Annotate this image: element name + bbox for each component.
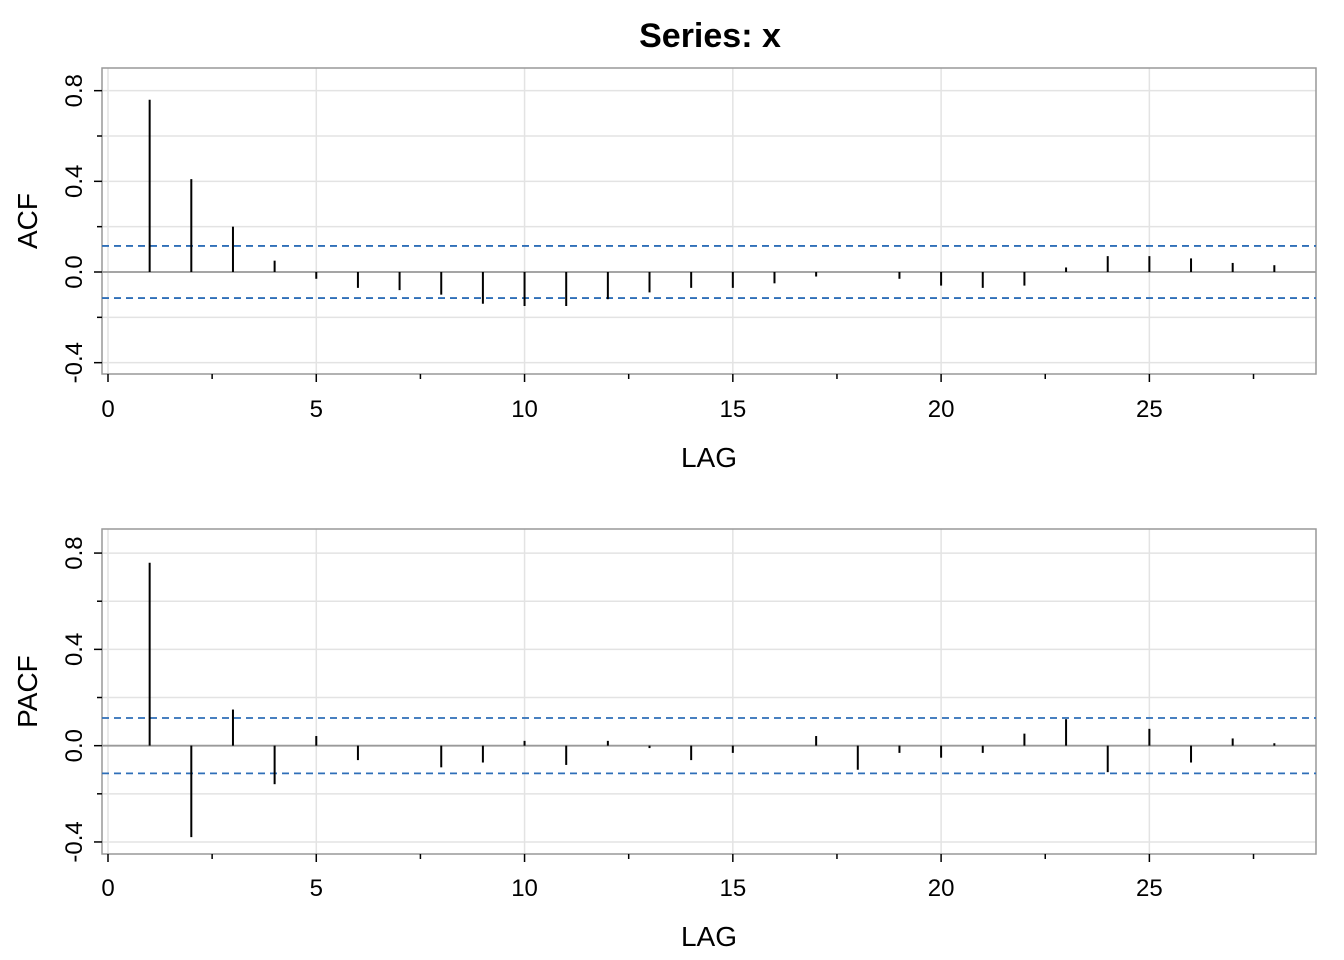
pacf-y-tick-label: 0.0 — [61, 729, 88, 762]
acf-x-tick-label: 15 — [719, 396, 746, 423]
pacf-y-tick-label: 0.4 — [61, 633, 88, 666]
acf-x-axis-label: LAG — [681, 442, 737, 473]
acf-y-axis-label: ACF — [12, 193, 43, 249]
acf-x-tick-label: 20 — [928, 396, 955, 423]
pacf-y-axis-label: PACF — [12, 655, 43, 728]
pacf-x-axis-label: LAG — [681, 921, 737, 952]
pacf-y-tick-label: -0.4 — [61, 821, 88, 862]
pacf-y-tick-label: 0.8 — [61, 536, 88, 569]
acf-y-tick-label: 0.8 — [61, 74, 88, 107]
acf-x-tick-label: 5 — [310, 396, 323, 423]
acf-y-tick-label: 0.0 — [61, 255, 88, 288]
pacf-x-tick-label: 0 — [101, 875, 114, 902]
pacf-x-tick-label: 25 — [1136, 875, 1163, 902]
pacf-panel: 0 5 10 15 20 25 -0.4 0.0 0.4 0.8 LAG PACF — [12, 528, 1317, 952]
acf-panel: 0 5 10 15 20 25 -0.4 0.0 0.4 0.8 LAG ACF — [12, 67, 1317, 473]
acf-x-tick-label: 25 — [1136, 396, 1163, 423]
pacf-x-tick-label: 10 — [511, 875, 538, 902]
pacf-x-tick-label: 5 — [310, 875, 323, 902]
acf-x-tick-label: 0 — [101, 396, 114, 423]
pacf-x-tick-label: 15 — [719, 875, 746, 902]
acf-y-tick-label: 0.4 — [61, 165, 88, 198]
pacf-x-tick-label: 20 — [928, 875, 955, 902]
acf-y-tick-label: -0.4 — [61, 342, 88, 383]
acf-x-tick-label: 10 — [511, 396, 538, 423]
pacf-plot-border — [101, 528, 1317, 855]
chart-title: Series: x — [639, 17, 781, 55]
acf-plot-border — [101, 67, 1317, 375]
